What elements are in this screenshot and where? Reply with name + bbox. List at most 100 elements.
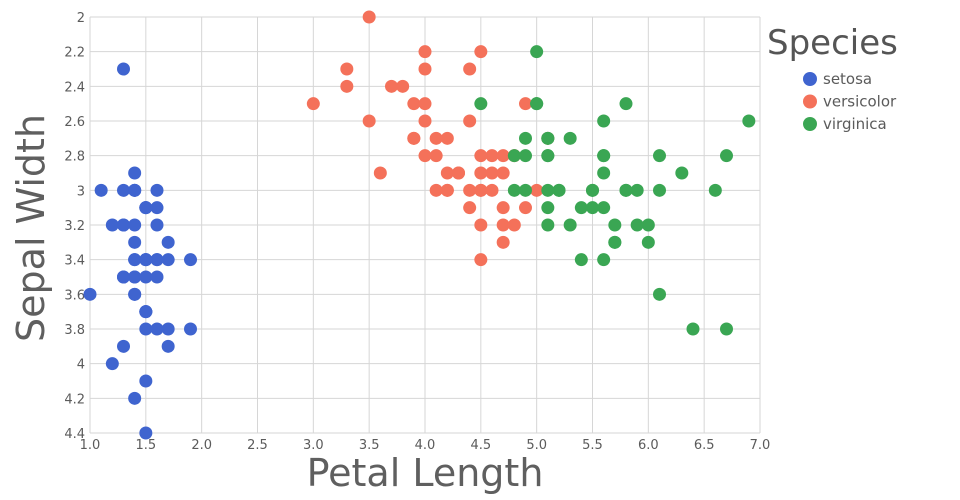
data-point-setosa xyxy=(117,218,130,232)
y-tick-label: 3.2 xyxy=(64,219,85,234)
data-point-setosa xyxy=(150,322,164,336)
data-point-versicolor xyxy=(474,149,488,163)
data-point-virginica xyxy=(530,97,544,111)
legend-items: setosa versicolor virginica xyxy=(803,70,897,133)
y-tick-label: 3 xyxy=(77,184,85,199)
data-point-setosa xyxy=(117,270,130,284)
data-point-setosa xyxy=(139,253,153,267)
data-point-setosa xyxy=(117,339,130,353)
x-tick-label: 4.5 xyxy=(470,438,491,453)
y-tick-label: 2.6 xyxy=(64,115,85,130)
data-point-versicolor xyxy=(463,114,477,128)
data-point-setosa xyxy=(128,166,142,180)
data-point-versicolor xyxy=(519,97,532,111)
y-tick-label: 4.4 xyxy=(64,427,85,442)
legend-marker xyxy=(803,72,817,86)
data-point-virginica xyxy=(519,131,532,145)
x-tick-label: 5.5 xyxy=(582,438,603,453)
legend-marker xyxy=(803,94,817,109)
data-point-setosa xyxy=(150,253,164,267)
data-point-versicolor xyxy=(463,201,477,215)
data-point-versicolor xyxy=(440,166,454,180)
data-point-setosa xyxy=(128,183,142,197)
data-point-versicolor xyxy=(440,131,454,145)
y-axis-title: Sepal Width xyxy=(9,114,53,342)
data-point-setosa xyxy=(139,322,153,336)
data-point-setosa xyxy=(150,183,164,197)
data-point-virginica xyxy=(574,201,588,215)
data-point-virginica xyxy=(574,253,588,267)
data-point-virginica xyxy=(597,114,611,128)
y-tick-label: 2 xyxy=(77,11,85,26)
data-point-setosa xyxy=(94,183,108,197)
data-point-virginica xyxy=(653,183,666,197)
y-tick-label: 4 xyxy=(77,358,85,373)
data-point-versicolor xyxy=(362,10,376,24)
data-point-virginica xyxy=(507,183,521,197)
data-point-setosa xyxy=(128,218,142,232)
data-point-virginica xyxy=(563,218,577,232)
data-point-virginica xyxy=(630,183,644,197)
data-point-virginica xyxy=(597,201,611,215)
data-point-versicolor xyxy=(507,218,521,232)
data-point-setosa xyxy=(128,253,142,267)
data-point-versicolor xyxy=(418,97,432,111)
data-point-versicolor xyxy=(440,183,454,197)
data-point-virginica xyxy=(720,149,733,163)
legend-label: setosa xyxy=(823,70,872,88)
data-point-setosa xyxy=(150,270,164,284)
data-point-virginica xyxy=(507,149,521,163)
data-point-versicolor xyxy=(429,131,443,145)
data-point-setosa xyxy=(150,218,164,232)
data-point-virginica xyxy=(541,131,555,145)
data-point-setosa xyxy=(184,253,197,267)
data-point-setosa xyxy=(128,270,142,284)
x-tick-label: 2.0 xyxy=(191,438,212,453)
data-point-virginica xyxy=(474,97,488,111)
grid xyxy=(89,16,761,434)
data-point-versicolor xyxy=(496,218,510,232)
legend-title: Species xyxy=(767,23,898,63)
data-point-virginica xyxy=(597,253,611,267)
data-point-setosa xyxy=(139,270,153,284)
data-point-setosa xyxy=(139,305,153,319)
x-axis-title: Petal Length xyxy=(307,451,544,495)
data-point-virginica xyxy=(608,218,622,232)
y-tick-label: 3.8 xyxy=(64,323,85,338)
data-point-setosa xyxy=(128,391,142,405)
data-point-setosa xyxy=(184,322,197,336)
data-point-virginica xyxy=(619,183,633,197)
data-point-versicolor xyxy=(474,253,488,267)
data-point-versicolor xyxy=(496,201,510,215)
series-setosa xyxy=(83,62,197,440)
data-point-versicolor xyxy=(340,79,354,93)
data-point-virginica xyxy=(552,183,566,197)
data-point-setosa xyxy=(139,374,153,388)
data-point-virginica xyxy=(563,131,577,145)
data-point-virginica xyxy=(675,166,689,180)
x-tick-label: 4.0 xyxy=(415,438,436,453)
data-point-versicolor xyxy=(452,166,465,180)
data-point-virginica xyxy=(653,287,666,301)
data-point-setosa xyxy=(150,201,164,215)
legend: Species setosa versicolor virginica xyxy=(767,23,898,133)
data-point-versicolor xyxy=(418,149,432,163)
data-points xyxy=(83,10,756,440)
y-tick-label: 2.2 xyxy=(64,46,85,61)
data-point-versicolor xyxy=(429,183,443,197)
data-point-versicolor xyxy=(340,62,354,76)
data-point-versicolor xyxy=(485,149,499,163)
x-tick-label: 2.5 xyxy=(247,438,268,453)
x-tick-label: 1.0 xyxy=(80,438,101,453)
data-point-virginica xyxy=(630,218,644,232)
legend-item-versicolor: versicolor xyxy=(803,93,897,111)
data-point-versicolor xyxy=(396,79,410,93)
data-point-virginica xyxy=(597,149,611,163)
data-point-virginica xyxy=(619,97,633,111)
data-point-setosa xyxy=(128,287,142,301)
legend-item-setosa: setosa xyxy=(803,70,872,88)
data-point-setosa xyxy=(105,218,119,232)
data-point-versicolor xyxy=(407,131,421,145)
